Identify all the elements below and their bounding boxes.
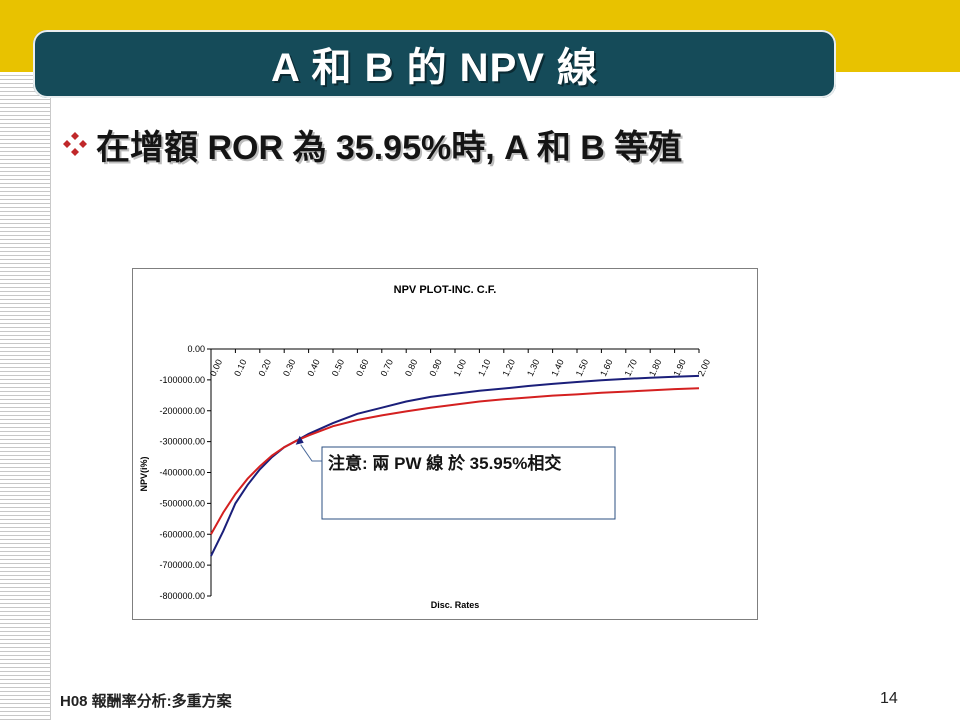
x-tick-label: 2.00 xyxy=(696,358,712,378)
chart-series xyxy=(210,374,700,557)
x-tick-label: 0.20 xyxy=(257,358,273,378)
y-tick-label: -500000.00 xyxy=(159,498,205,508)
bullet-point: 在增額 ROR 為 35.95%時, A 和 B 等殖 xyxy=(62,118,682,170)
x-tick-label: 0.10 xyxy=(232,358,248,378)
x-tick-label: 0.50 xyxy=(330,358,346,378)
x-axis-ticks: 0.00 0.10 0.20 0.30 0.40 0.50 0.60 0.70 0.80 0.90… xyxy=(208,349,712,378)
chart-annotation: 注意: 兩 PW 線 於 35.95%相交 xyxy=(295,435,616,520)
y-tick-label: -200000.00 xyxy=(159,406,205,416)
x-tick-label: 1.00 xyxy=(452,358,468,378)
x-tick-label: 1.40 xyxy=(549,358,565,378)
x-tick-label: 0.70 xyxy=(379,358,395,378)
y-tick-label: -300000.00 xyxy=(159,437,205,447)
y-tick-label: -700000.00 xyxy=(159,560,205,570)
annotation-text: 注意: 兩 PW 線 於 35.95%相交 xyxy=(328,454,562,473)
x-tick-label: 1.60 xyxy=(598,358,614,378)
bullet-text: 在增額 ROR 為 35.95%時, A 和 B 等殖 xyxy=(96,128,683,167)
annotation-box xyxy=(321,446,616,520)
side-stripe-pattern xyxy=(0,72,51,720)
page-number: 14 xyxy=(880,690,898,707)
y-tick-label: -100000.00 xyxy=(159,375,205,385)
x-tick-label: 1.30 xyxy=(525,358,541,378)
annotation-arrowhead xyxy=(295,435,304,445)
chart-title: NPV PLOT-INC. C.F. xyxy=(394,284,497,296)
x-tick-label: 0.90 xyxy=(427,358,443,378)
y-tick-label: -600000.00 xyxy=(159,529,205,539)
four-diamond-bullet-icon xyxy=(62,131,88,157)
y-tick-label: -400000.00 xyxy=(159,468,205,478)
x-tick-label: 1.20 xyxy=(501,358,517,378)
footer-course-label: H08 報酬率分析:多重方案 xyxy=(60,693,232,710)
title-banner: A 和 B 的 NPV 線 xyxy=(33,30,836,98)
x-tick-label: 1.70 xyxy=(623,358,639,378)
chart-y-axis-label: NPV(i%) xyxy=(139,456,149,491)
x-tick-label: 0.60 xyxy=(354,358,370,378)
y-axis-ticks: 0.00 -100000.00 -200000.00 -300000.00 -40000… xyxy=(159,344,211,601)
x-tick-label: 1.50 xyxy=(574,358,590,378)
npv-chart-svg: NPV PLOT-INC. C.F. NPV(i%) Disc. Rates 0… xyxy=(139,284,712,610)
x-tick-label: 0.30 xyxy=(281,358,297,378)
x-tick-label: 1.90 xyxy=(671,358,687,378)
x-tick-label: 0.80 xyxy=(403,358,419,378)
y-tick-label: -800000.00 xyxy=(159,591,205,601)
npv-chart: NPV PLOT-INC. C.F. NPV(i%) Disc. Rates 0… xyxy=(132,268,758,620)
series-line-b xyxy=(210,387,700,535)
series-line-a xyxy=(210,374,700,557)
slide-title: A 和 B 的 NPV 線 xyxy=(270,46,599,90)
x-tick-label: 0.40 xyxy=(305,358,321,378)
x-tick-label: 0.00 xyxy=(208,358,224,378)
y-tick-label: 0.00 xyxy=(187,344,205,354)
annotation-arrow xyxy=(300,444,322,462)
x-tick-label: 1.10 xyxy=(476,358,492,378)
x-tick-label: 1.80 xyxy=(647,358,663,378)
chart-x-axis-label: Disc. Rates xyxy=(431,600,480,610)
